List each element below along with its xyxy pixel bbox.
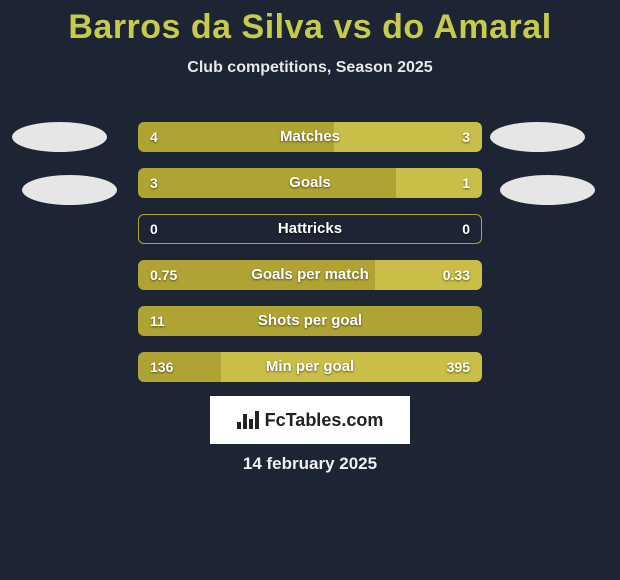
date-label: 14 february 2025 xyxy=(0,454,620,474)
stat-row: Goals per match0.750.33 xyxy=(138,260,482,290)
stat-row: Hattricks0 0 xyxy=(138,214,482,244)
fill-left xyxy=(138,260,375,290)
page-title: Barros da Silva vs do Amaral xyxy=(0,0,620,47)
fctables-text: FcTables.com xyxy=(265,410,384,431)
comparison-bars: Matches43 Goals31 Hattricks0 0 Goals per mat… xyxy=(138,122,482,398)
badge-left-1 xyxy=(12,122,107,152)
fill-left xyxy=(138,352,221,382)
badge-right-1 xyxy=(490,122,585,152)
fill-left xyxy=(138,306,482,336)
stat-row: Matches43 xyxy=(138,122,482,152)
stat-row: Min per goal136395 xyxy=(138,352,482,382)
fill-right xyxy=(221,352,482,382)
fill-left xyxy=(138,168,396,198)
fill-right xyxy=(375,260,482,290)
stat-value-left: 0 xyxy=(150,214,158,244)
fctables-watermark: FcTables.com xyxy=(210,396,410,444)
badge-right-2 xyxy=(500,175,595,205)
fill-right xyxy=(396,168,482,198)
page-subtitle: Club competitions, Season 2025 xyxy=(0,59,620,77)
stat-label: Hattricks xyxy=(138,214,482,244)
badge-left-2 xyxy=(22,175,117,205)
stat-row: Shots per goal11 xyxy=(138,306,482,336)
fill-right xyxy=(334,122,482,152)
stat-row: Goals31 xyxy=(138,168,482,198)
fill-left xyxy=(138,122,334,152)
stat-value-right: 0 xyxy=(462,214,470,244)
bar-chart-icon xyxy=(237,411,259,429)
